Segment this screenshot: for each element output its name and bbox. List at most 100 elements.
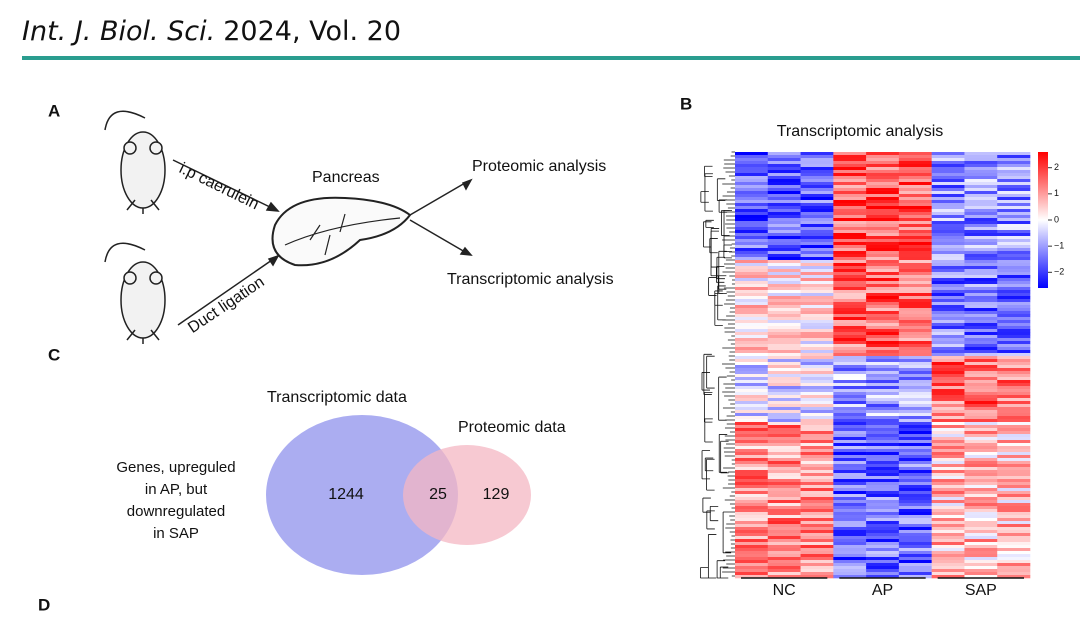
heatmap-cell: [833, 353, 867, 357]
heatmap-cell: [833, 530, 867, 534]
heatmap-cell: [735, 371, 769, 375]
heatmap-cell: [800, 488, 834, 492]
heatmap-cell: [964, 503, 998, 507]
heatmap-cell: [800, 383, 834, 387]
heatmap-cell: [964, 359, 998, 363]
heatmap-cell: [898, 212, 932, 216]
heatmap-cell: [833, 569, 867, 573]
heatmap-cell: [964, 173, 998, 177]
heatmap-cell: [767, 383, 801, 387]
arrows: [172, 159, 473, 326]
heatmap-cell: [964, 428, 998, 432]
heatmap-cell: [833, 293, 867, 297]
heatmap-cell: [898, 374, 932, 378]
set-label: Proteomic data: [458, 419, 566, 436]
heatmap-cell: [964, 422, 998, 426]
heatmap-cell: [800, 158, 834, 162]
heatmap-cell: [997, 206, 1031, 210]
heatmap-cell: [800, 434, 834, 438]
heatmap-cell: [833, 563, 867, 567]
heatmap-cell: [931, 512, 965, 516]
heatmap-cell: [898, 206, 932, 210]
heatmap-cell: [767, 215, 801, 219]
heatmap-cell: [898, 218, 932, 222]
heatmap-cell: [964, 305, 998, 309]
heatmap-cell: [735, 245, 769, 249]
heatmap-cell: [931, 569, 965, 573]
panel-label: D: [38, 595, 50, 614]
heatmap-cell: [964, 542, 998, 546]
heatmap-cell: [931, 536, 965, 540]
heatmap-cell: [898, 230, 932, 234]
heatmap-cell: [931, 341, 965, 345]
heatmap-cell: [866, 476, 900, 480]
heatmap-cell: [735, 470, 769, 474]
heatmap-cell: [898, 215, 932, 219]
heatmap-cell: [931, 224, 965, 228]
heatmap-cell: [767, 266, 801, 270]
heatmap-cell: [997, 362, 1031, 366]
heatmap-cell: [931, 302, 965, 306]
heatmap-cell: [964, 470, 998, 474]
heatmap-cell: [833, 155, 867, 159]
heatmap-cell: [800, 299, 834, 303]
heatmap-cell: [833, 512, 867, 516]
panel-label: C: [48, 345, 60, 364]
heatmap-cell: [964, 557, 998, 561]
heatmap-cell: [833, 398, 867, 402]
heatmap-cell: [767, 185, 801, 189]
heatmap-cell: [833, 248, 867, 252]
heatmap-cell: [735, 161, 769, 165]
heatmap-cell: [898, 461, 932, 465]
heatmap-cell: [735, 233, 769, 237]
heatmap-cell: [964, 290, 998, 294]
heatmap-cell: [735, 434, 769, 438]
heatmap-cell: [964, 431, 998, 435]
heatmap-cell: [833, 548, 867, 552]
heatmap-cell: [800, 179, 834, 183]
heatmap-cell: [866, 302, 900, 306]
heatmap-cell: [931, 401, 965, 405]
heatmap-cell: [735, 458, 769, 462]
heatmap-cell: [866, 545, 900, 549]
heatmap-cell: [767, 422, 801, 426]
heatmap-cell: [800, 461, 834, 465]
heatmap-cell: [800, 371, 834, 375]
heatmap-cell: [735, 323, 769, 327]
heatmap-cell: [997, 476, 1031, 480]
heatmap-cell: [898, 221, 932, 225]
heatmap-cell: [866, 221, 900, 225]
venn-set: [266, 415, 458, 575]
heatmap-cell: [898, 500, 932, 504]
heatmap-cell: [735, 296, 769, 300]
heatmap-cell: [833, 404, 867, 408]
heatmap-cell: [767, 272, 801, 276]
heatmap-cell: [964, 488, 998, 492]
heatmap-cell: [866, 194, 900, 198]
heatmap-cell: [931, 467, 965, 471]
heatmap-cell: [866, 446, 900, 450]
heatmap-cell: [931, 194, 965, 198]
heatmap-cell: [997, 275, 1031, 279]
heatmap-cell: [735, 380, 769, 384]
heatmap-cell: [964, 245, 998, 249]
heatmap-cell: [866, 413, 900, 417]
heatmap-cell: [833, 566, 867, 570]
mouse-icon: [104, 242, 166, 344]
heatmap-cell: [898, 341, 932, 345]
heatmap-cell: [997, 350, 1031, 354]
heatmap-cell: [898, 527, 932, 531]
heatmap-title: Transcriptomic analysis: [777, 123, 944, 140]
heatmap-cell: [931, 152, 965, 156]
heatmap-cell: [898, 281, 932, 285]
heatmap-cell: [931, 392, 965, 396]
heatmap-cell: [767, 212, 801, 216]
heatmap-cell: [931, 494, 965, 498]
heatmap-cell: [964, 521, 998, 525]
heatmap-cell: [800, 365, 834, 369]
heatmap-cell: [866, 254, 900, 258]
heatmap-cell: [767, 536, 801, 540]
heatmap-cell: [898, 401, 932, 405]
heatmap-cell: [767, 569, 801, 573]
heatmap-cell: [997, 485, 1031, 489]
